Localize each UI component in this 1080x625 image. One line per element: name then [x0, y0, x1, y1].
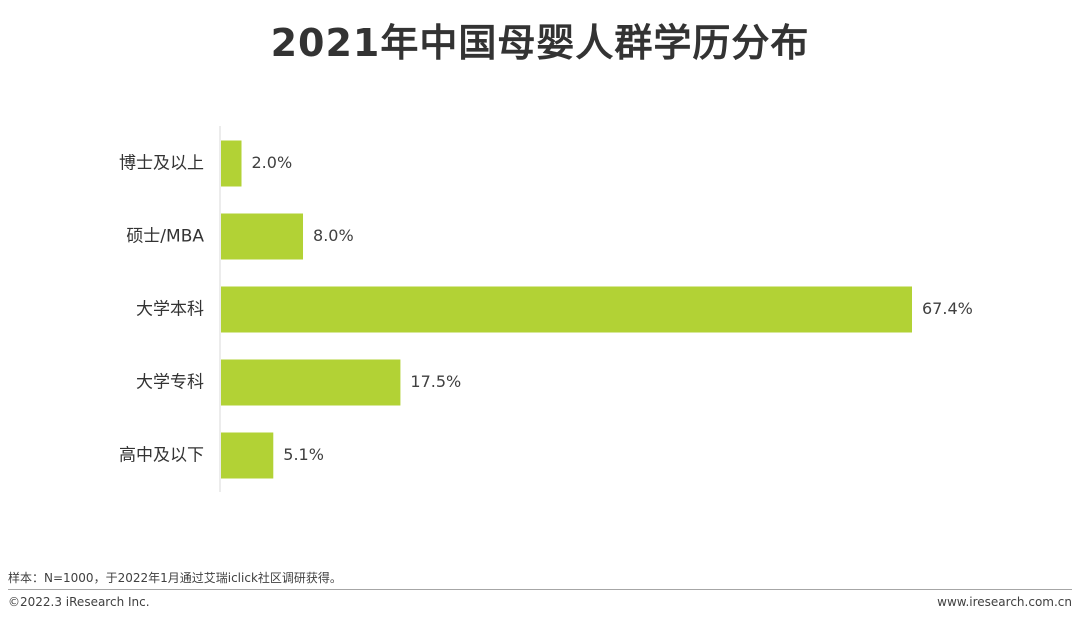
value-label: 2.0% [252, 153, 293, 172]
website-link[interactable]: www.iresearch.com.cn [937, 595, 1072, 609]
category-label: 博士及以上 [119, 154, 204, 174]
category-label: 大学专科 [136, 373, 204, 393]
copyright-text: ©2022.3 iResearch Inc. [8, 595, 150, 609]
value-label: 8.0% [313, 226, 354, 245]
bar [221, 286, 912, 333]
value-label: 5.1% [283, 445, 324, 464]
category-label: 高中及以下 [119, 446, 204, 466]
bar [221, 140, 242, 187]
sample-note: 样本：N=1000，于2022年1月通过艾瑞iclick社区调研获得。 [8, 571, 342, 585]
value-label: 17.5% [410, 372, 461, 391]
category-label: 硕士/MBA [126, 227, 204, 247]
category-label: 大学本科 [136, 300, 204, 320]
footer-divider [8, 589, 1072, 590]
bar [221, 213, 304, 260]
value-label: 67.4% [922, 299, 973, 318]
chart-title: 2021年中国母婴人群学历分布 [270, 21, 810, 65]
bar [221, 359, 401, 406]
bar [221, 432, 274, 479]
